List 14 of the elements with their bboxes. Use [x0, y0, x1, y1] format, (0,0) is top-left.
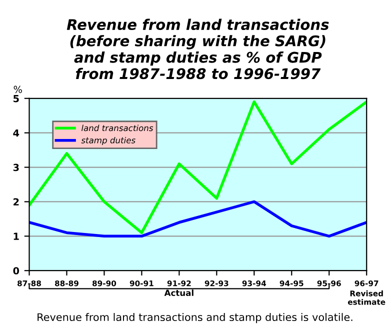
y-tick-label: 1 [14, 232, 19, 240]
y-tick-label: 0 [13, 267, 20, 274]
y-tick-label: 5 [14, 95, 19, 102]
text: Revenue from land transactions and stamp duties is volatile. [38, 313, 352, 324]
line-series [29, 100, 367, 234]
legend-label: land transactions [81, 124, 154, 132]
y-tick-label: 4 [13, 129, 20, 137]
chart-title: Revenue from land transactions (before sharing with the SARG) and stamp duties as % of GDP from 1987-1988 to 1996-1997 [66, 18, 329, 80]
text: Actual [164, 290, 194, 296]
y-tick-label: 3 [13, 164, 19, 172]
line-series [29, 200, 367, 238]
y-axis-title: % [14, 86, 22, 94]
legend-label: stamp duties [81, 136, 136, 146]
y-tick-label: 2 [14, 198, 19, 206]
